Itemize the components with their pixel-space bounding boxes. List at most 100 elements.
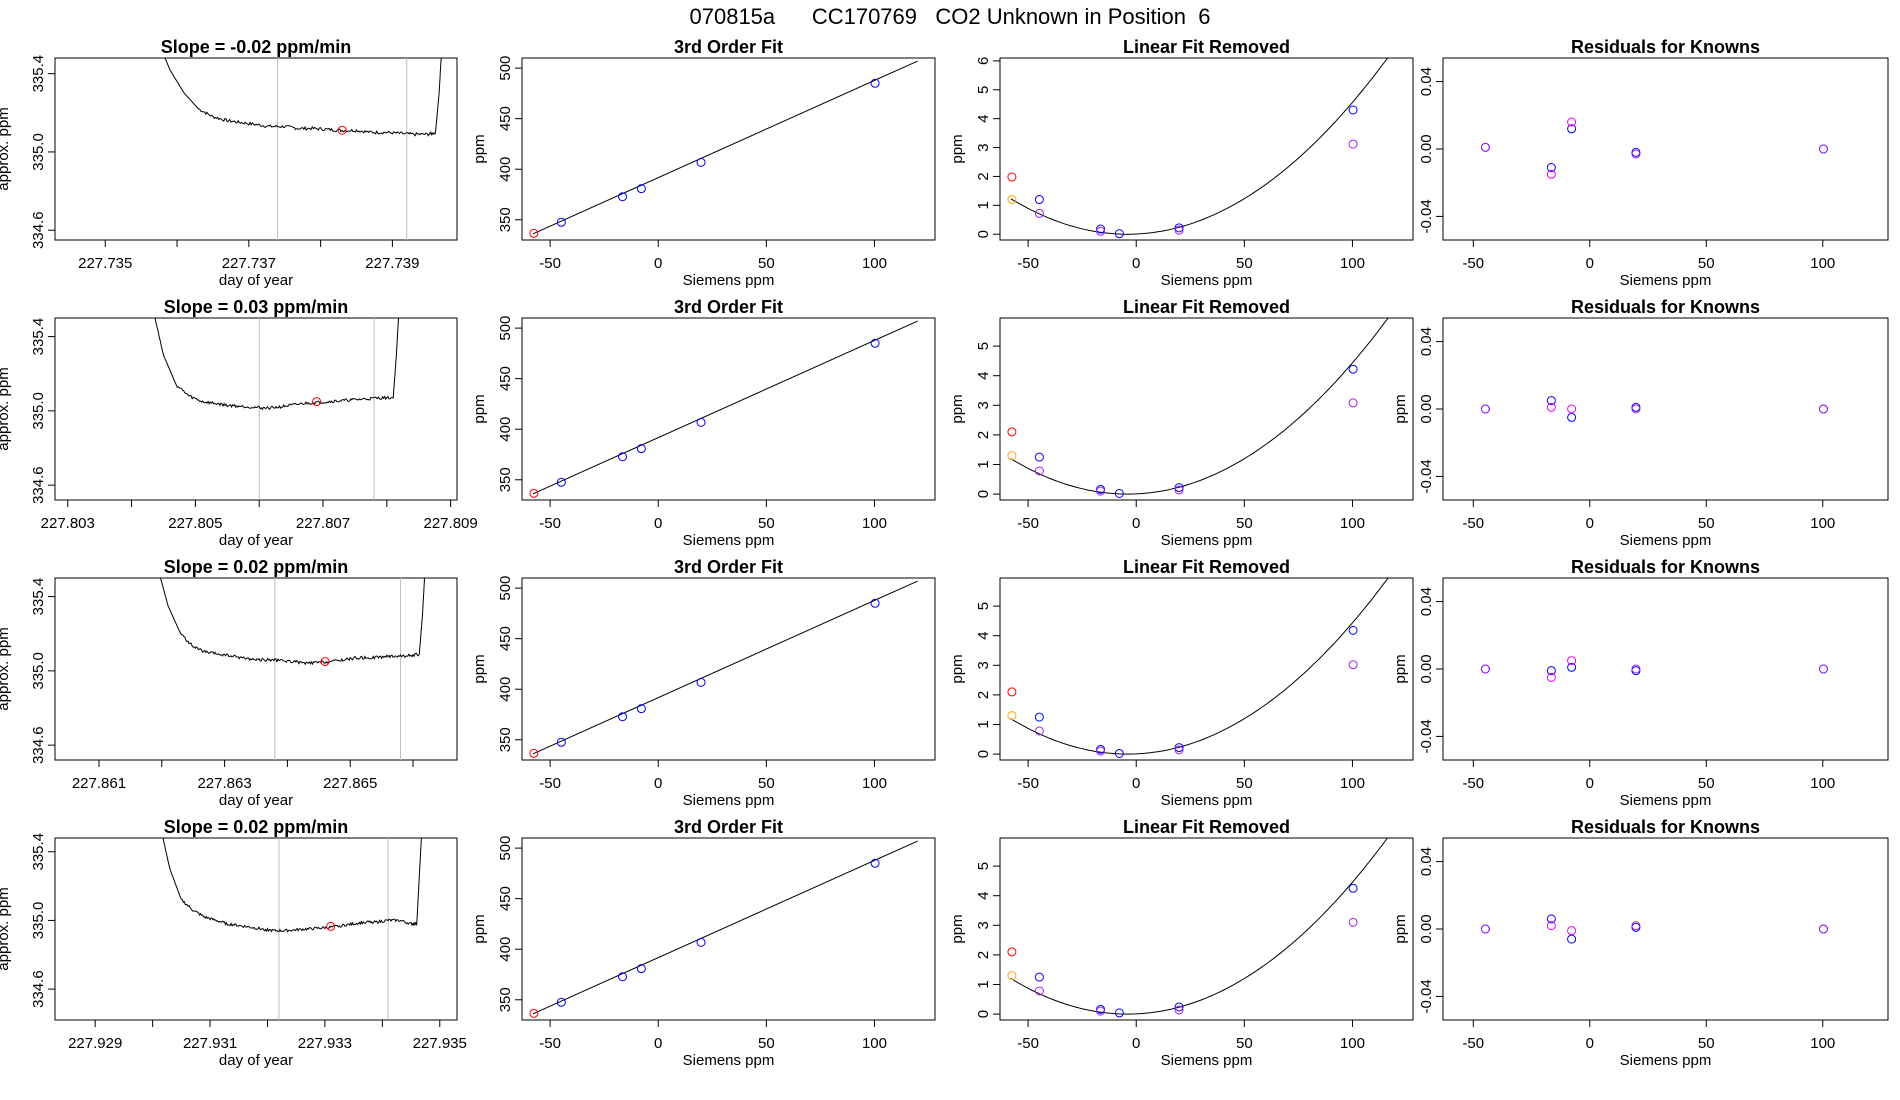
data-point (696, 937, 706, 947)
y-tick-label: 500 (497, 576, 514, 601)
data-point (1034, 452, 1044, 462)
y-axis-label: ppm (949, 394, 966, 423)
data-point (556, 997, 566, 1007)
x-tick-label: 227.929 (68, 1035, 122, 1052)
curvature-curve (1010, 318, 1389, 495)
y-tick-label: 1 (975, 980, 992, 988)
panel-title: 3rd Order Fit (674, 297, 783, 317)
x-tick-label: 50 (758, 515, 775, 532)
x-tick-label: 227.933 (298, 1035, 352, 1052)
x-tick-label: 100 (1810, 775, 1835, 792)
y-tick-label: 335.4 (30, 318, 47, 356)
panel-title: 3rd Order Fit (674, 817, 783, 837)
x-tick-label: 100 (1340, 515, 1365, 532)
data-point (618, 972, 628, 982)
y-tick-label: -0.04 (1418, 199, 1435, 233)
x-tick-label: 0 (654, 255, 662, 272)
data-point (870, 338, 880, 348)
plot-area (529, 840, 918, 1018)
y-tick-label: 0.04 (1418, 327, 1435, 356)
data-point (1034, 466, 1044, 476)
plot-area (164, 58, 442, 240)
x-tick-label: -50 (539, 775, 561, 792)
x-axis-label: Siemens ppm (1620, 792, 1712, 809)
x-axis-label: Siemens ppm (1620, 532, 1712, 549)
data-point (1480, 664, 1490, 674)
y-tick-label: 3 (975, 143, 992, 151)
panel-trace-row1: Slope = -0.02 ppm/min day of year approx. … (0, 37, 458, 289)
data-point (556, 217, 566, 227)
y-tick-label: 500 (497, 836, 514, 861)
data-point (1096, 224, 1106, 234)
plot-area (1007, 578, 1389, 758)
y-tick-label: 3 (975, 401, 992, 409)
x-tick-label: 227.803 (41, 515, 95, 532)
x-axis-label: day of year (219, 532, 293, 549)
y-tick-label: 1 (975, 460, 992, 468)
x-tick-label: 0 (1586, 775, 1594, 792)
y-tick-label: 3 (975, 921, 992, 929)
panel-title: Linear Fit Removed (1123, 297, 1290, 317)
co2-trace-line (159, 578, 426, 666)
mean-point-marker (326, 921, 336, 931)
plot-frame (1442, 837, 1889, 1021)
x-tick-label: 0 (1586, 515, 1594, 532)
y-tick-label: 0 (975, 230, 992, 238)
panel-title: Slope = 0.02 ppm/min (164, 817, 349, 837)
co2-trace-line (164, 58, 442, 137)
data-point (529, 228, 539, 238)
x-axis-label: Siemens ppm (1620, 272, 1712, 289)
panel-title: Linear Fit Removed (1123, 557, 1290, 577)
x-tick-label: 227.865 (323, 775, 377, 792)
y-tick-label: 500 (497, 316, 514, 341)
x-axis-label: Siemens ppm (1161, 792, 1253, 809)
plot-frame (54, 837, 458, 1021)
y-tick-label: 0 (975, 750, 992, 758)
y-tick-label: 2 (975, 431, 992, 439)
y-tick-label: 350 (497, 727, 514, 752)
y-tick-label: 5 (975, 862, 992, 870)
x-tick-label: 0 (1132, 1035, 1140, 1052)
x-tick-label: 227.807 (296, 515, 350, 532)
plot-frame (1442, 57, 1889, 241)
plot-area (154, 318, 400, 500)
y-tick-label: 400 (497, 157, 514, 182)
data-point (1546, 672, 1556, 682)
x-tick-label: 100 (1340, 255, 1365, 272)
y-tick-label: 4 (975, 892, 992, 900)
y-tick-label: 335.4 (30, 578, 47, 616)
data-point (1546, 169, 1556, 179)
panel-resid-row4: Residuals for Knowns Siemens ppm ppm -50 0 50… (1392, 817, 1889, 1069)
y-axis-label: ppm (471, 654, 488, 683)
y-tick-label: 0 (975, 1010, 992, 1018)
x-tick-label: 227.805 (168, 515, 222, 532)
x-tick-label: 227.737 (222, 255, 276, 272)
plot-area (162, 838, 422, 1020)
x-tick-label: 50 (1236, 515, 1253, 532)
data-point (618, 192, 628, 202)
data-point (1567, 117, 1577, 127)
data-point (1546, 921, 1556, 931)
y-tick-label: 450 (497, 366, 514, 391)
y-axis-label: ppm (949, 914, 966, 943)
x-axis-label: Siemens ppm (1620, 1052, 1712, 1069)
x-tick-label: 227.809 (424, 515, 478, 532)
data-point (1007, 427, 1017, 437)
panel-title: Residuals for Knowns (1571, 557, 1760, 577)
plot-frame (521, 57, 936, 241)
x-tick-label: 50 (1236, 775, 1253, 792)
x-axis-label: Siemens ppm (1161, 272, 1253, 289)
panel-title: Residuals for Knowns (1571, 37, 1760, 57)
data-point (529, 1008, 539, 1018)
x-axis-label: day of year (219, 792, 293, 809)
data-point (1631, 921, 1641, 931)
y-tick-label: 400 (497, 937, 514, 962)
data-point (1818, 924, 1828, 934)
y-tick-label: 0 (975, 490, 992, 498)
data-point (1174, 743, 1184, 753)
data-point (870, 858, 880, 868)
x-axis-label: Siemens ppm (683, 532, 775, 549)
